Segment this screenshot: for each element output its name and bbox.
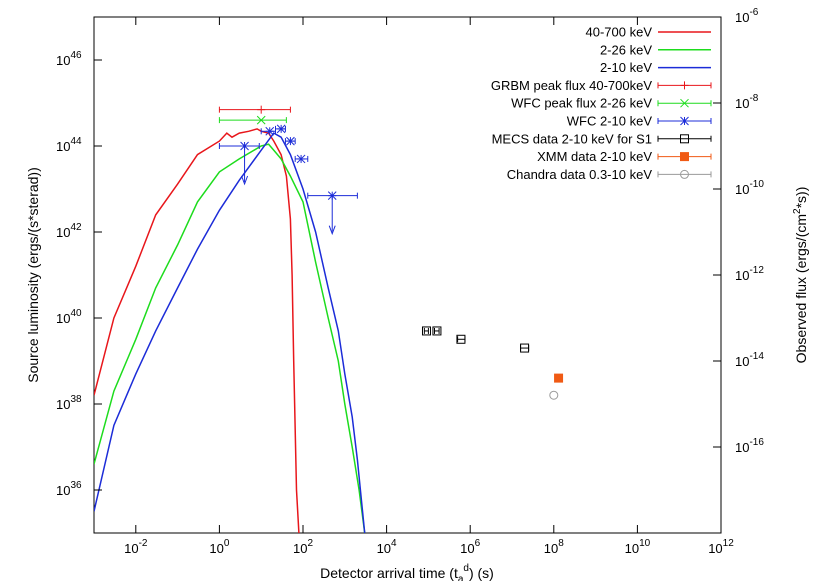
marker — [286, 136, 295, 146]
x-tick-label: 1012 — [708, 538, 734, 556]
y2-axis-label: Observed flux (ergs/(cm2*s)) — [792, 187, 809, 364]
legend-item: WFC peak flux 2-26 keV — [511, 96, 712, 111]
y-axis-label: Source luminosity (ergs/(s*sterad)) — [25, 167, 41, 383]
series-8-point — [549, 390, 559, 400]
marker — [456, 334, 466, 344]
y-tick-label: 1042 — [56, 222, 82, 240]
series-5-point — [218, 141, 260, 186]
series-5-point — [284, 136, 296, 146]
series-5-point — [275, 124, 286, 134]
x-axis-label: Detector arrival time (tad) (s) — [320, 563, 494, 581]
y2-tick-label: 10-6 — [735, 7, 759, 25]
x-tick-label: 104 — [377, 538, 397, 556]
x-tick-label: 106 — [460, 538, 480, 556]
marker — [520, 343, 530, 353]
legend-label: Chandra data 0.3-10 keV — [507, 167, 653, 182]
legend-item: MECS data 2-10 keV for S1 — [492, 131, 712, 146]
series-3-point — [218, 105, 291, 114]
marker — [680, 169, 689, 179]
y2-tick-label: 10-10 — [735, 179, 764, 197]
marker — [421, 326, 431, 336]
legend-item: WFC 2-10 keV — [567, 114, 712, 129]
x-tick-label: 108 — [544, 538, 564, 556]
x-tick-label: 100 — [209, 538, 229, 556]
marker — [327, 191, 337, 201]
x-tick-label: 1010 — [625, 538, 651, 556]
marker — [549, 390, 559, 400]
series-6-point — [520, 343, 530, 353]
marker — [256, 115, 266, 125]
y-tick-label: 1040 — [56, 308, 82, 326]
x-tick-label: 10-2 — [124, 538, 148, 556]
legend-label: MECS data 2-10 keV for S1 — [492, 131, 652, 146]
series-1-line — [94, 143, 366, 533]
y2-tick-label: 10-12 — [735, 265, 764, 283]
marker — [680, 98, 689, 108]
y-tick-label: 1036 — [56, 480, 82, 498]
series-0-line — [94, 128, 300, 533]
marker — [680, 134, 689, 144]
marker — [554, 373, 564, 383]
legend-item: Chandra data 0.3-10 keV — [507, 167, 712, 182]
legend-label: GRBM peak flux 40-700keV — [491, 78, 652, 93]
marker — [276, 124, 286, 134]
marker — [680, 152, 689, 162]
series-6-point — [421, 326, 431, 336]
marker — [265, 126, 275, 136]
y-tick-label: 1044 — [56, 136, 82, 154]
tick-labels: 10-2 100 102 104 106 108 1010 1012 1036 1038 1040 1… — [56, 7, 764, 556]
series-6-point — [432, 326, 442, 336]
series-6-point — [456, 334, 466, 344]
data-points — [218, 105, 564, 400]
series-5-point — [307, 191, 358, 236]
legend-item: 40-700 keV — [586, 25, 711, 40]
y2-tick-label: 10-16 — [735, 437, 764, 455]
x-tick-label: 102 — [293, 538, 313, 556]
marker — [240, 141, 249, 151]
y2-tick-label: 10-8 — [735, 93, 759, 111]
upper-limit-arrow — [241, 175, 249, 186]
series-5-point — [294, 154, 309, 164]
plot-frame — [93, 16, 722, 534]
legend: 40-700 keV 2-26 keV 2-10 keV GRBM peak flux… — [491, 25, 712, 182]
marker — [432, 326, 442, 336]
legend-label: WFC peak flux 2-26 keV — [511, 96, 652, 111]
legend-label: 2-10 keV — [600, 60, 652, 75]
legend-label: XMM data 2-10 keV — [537, 149, 652, 164]
legend-label: WFC 2-10 keV — [567, 114, 653, 129]
legend-label: 40-700 keV — [586, 25, 653, 40]
y-tick-label: 1046 — [56, 50, 82, 68]
y-tick-label: 1038 — [56, 394, 82, 412]
upper-limit-arrow — [328, 225, 336, 236]
series-4-point — [218, 115, 287, 125]
series-2-line — [94, 132, 366, 533]
axis-ticks — [94, 16, 722, 533]
legend-label: 2-26 keV — [600, 42, 652, 57]
y2-tick-label: 10-14 — [735, 351, 764, 369]
marker — [680, 116, 689, 126]
legend-item: GRBM peak flux 40-700keV — [491, 78, 712, 93]
legend-item: XMM data 2-10 keV — [537, 149, 712, 164]
curves — [94, 128, 366, 533]
legend-item: 2-10 keV — [600, 60, 711, 75]
marker — [296, 154, 306, 164]
series-7-point — [554, 373, 564, 383]
legend-item: 2-26 keV — [600, 42, 711, 57]
